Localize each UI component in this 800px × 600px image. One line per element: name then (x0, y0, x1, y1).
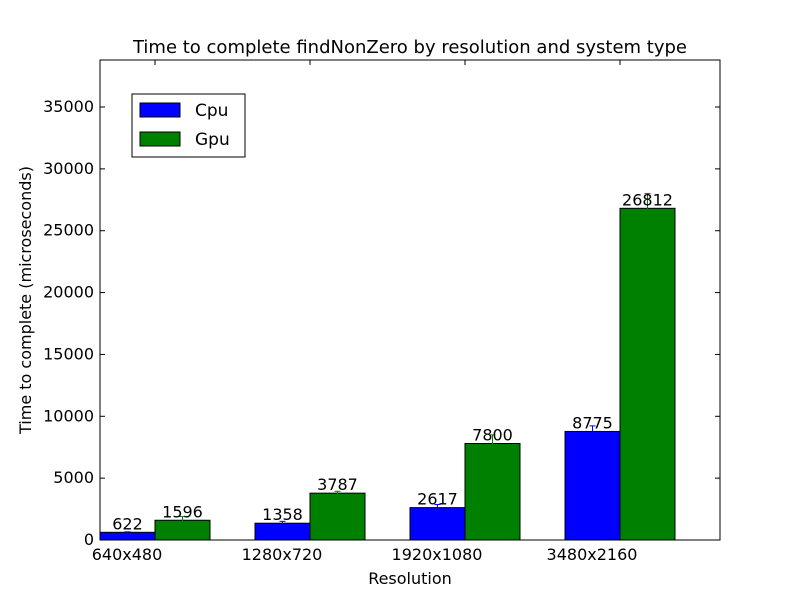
value-label-cpu-1280x720: 1358 (262, 505, 303, 524)
legend-swatch-gpu (139, 131, 181, 147)
bar-cpu-1280x720 (254, 522, 311, 541)
value-label-cpu-1920x1080: 2617 (417, 490, 458, 509)
bar-cpu-640x480 (99, 531, 156, 541)
x-tick-label-640x480: 640x480 (92, 545, 163, 564)
value-label-gpu-1920x1080: 7800 (472, 426, 513, 445)
y-tick-label-5000: 5000 (53, 468, 94, 487)
y-tick-label-35000: 35000 (43, 97, 94, 116)
legend: Cpu Gpu (131, 93, 246, 158)
y-tick-label-20000: 20000 (43, 283, 94, 302)
y-tick-label-30000: 30000 (43, 159, 94, 178)
bar-cpu-1920x1080 (409, 507, 466, 541)
x-tick-label-1920x1080: 1920x1080 (392, 545, 483, 564)
x-axis-label: Resolution (368, 569, 452, 588)
y-tick-label-0: 0 (84, 530, 94, 549)
chart-title: Time to complete findNonZero by resoluti… (132, 37, 687, 58)
value-label-gpu-1280x720: 3787 (317, 475, 358, 494)
y-tick-label-15000: 15000 (43, 344, 94, 363)
y-axis-label: Time to complete (microseconds) (16, 166, 35, 435)
bar-gpu-3480x2160 (619, 207, 676, 541)
value-label-cpu-640x480: 622 (112, 514, 143, 533)
bar-cpu-3480x2160 (564, 430, 621, 541)
x-tick-label-3480x2160: 3480x2160 (547, 545, 638, 564)
x-tick-label-1280x720: 1280x720 (242, 545, 323, 564)
bars-layer (99, 207, 676, 541)
value-label-gpu-3480x2160: 26812 (622, 190, 673, 209)
legend-swatch-cpu (139, 102, 181, 118)
error-bars-layer (124, 192, 651, 533)
value-labels-layer: 622 1596 1358 3787 2617 7800 8775 26812 (112, 190, 673, 533)
plot-frame (99, 59, 721, 541)
legend-label-gpu: Gpu (195, 130, 230, 150)
y-tick-label-10000: 10000 (43, 406, 94, 425)
y-axis: 0 5000 10000 15000 20000 25000 30000 35000 (43, 97, 720, 549)
bar-gpu-1920x1080 (464, 443, 521, 541)
y-tick-label-25000: 25000 (43, 221, 94, 240)
value-label-cpu-3480x2160: 8775 (572, 413, 613, 432)
legend-label-cpu: Cpu (195, 101, 228, 121)
x-axis: 640x480 1280x720 1920x1080 3480x2160 (92, 60, 638, 564)
bar-gpu-1280x720 (309, 492, 366, 541)
value-label-gpu-640x480: 1596 (162, 502, 203, 521)
